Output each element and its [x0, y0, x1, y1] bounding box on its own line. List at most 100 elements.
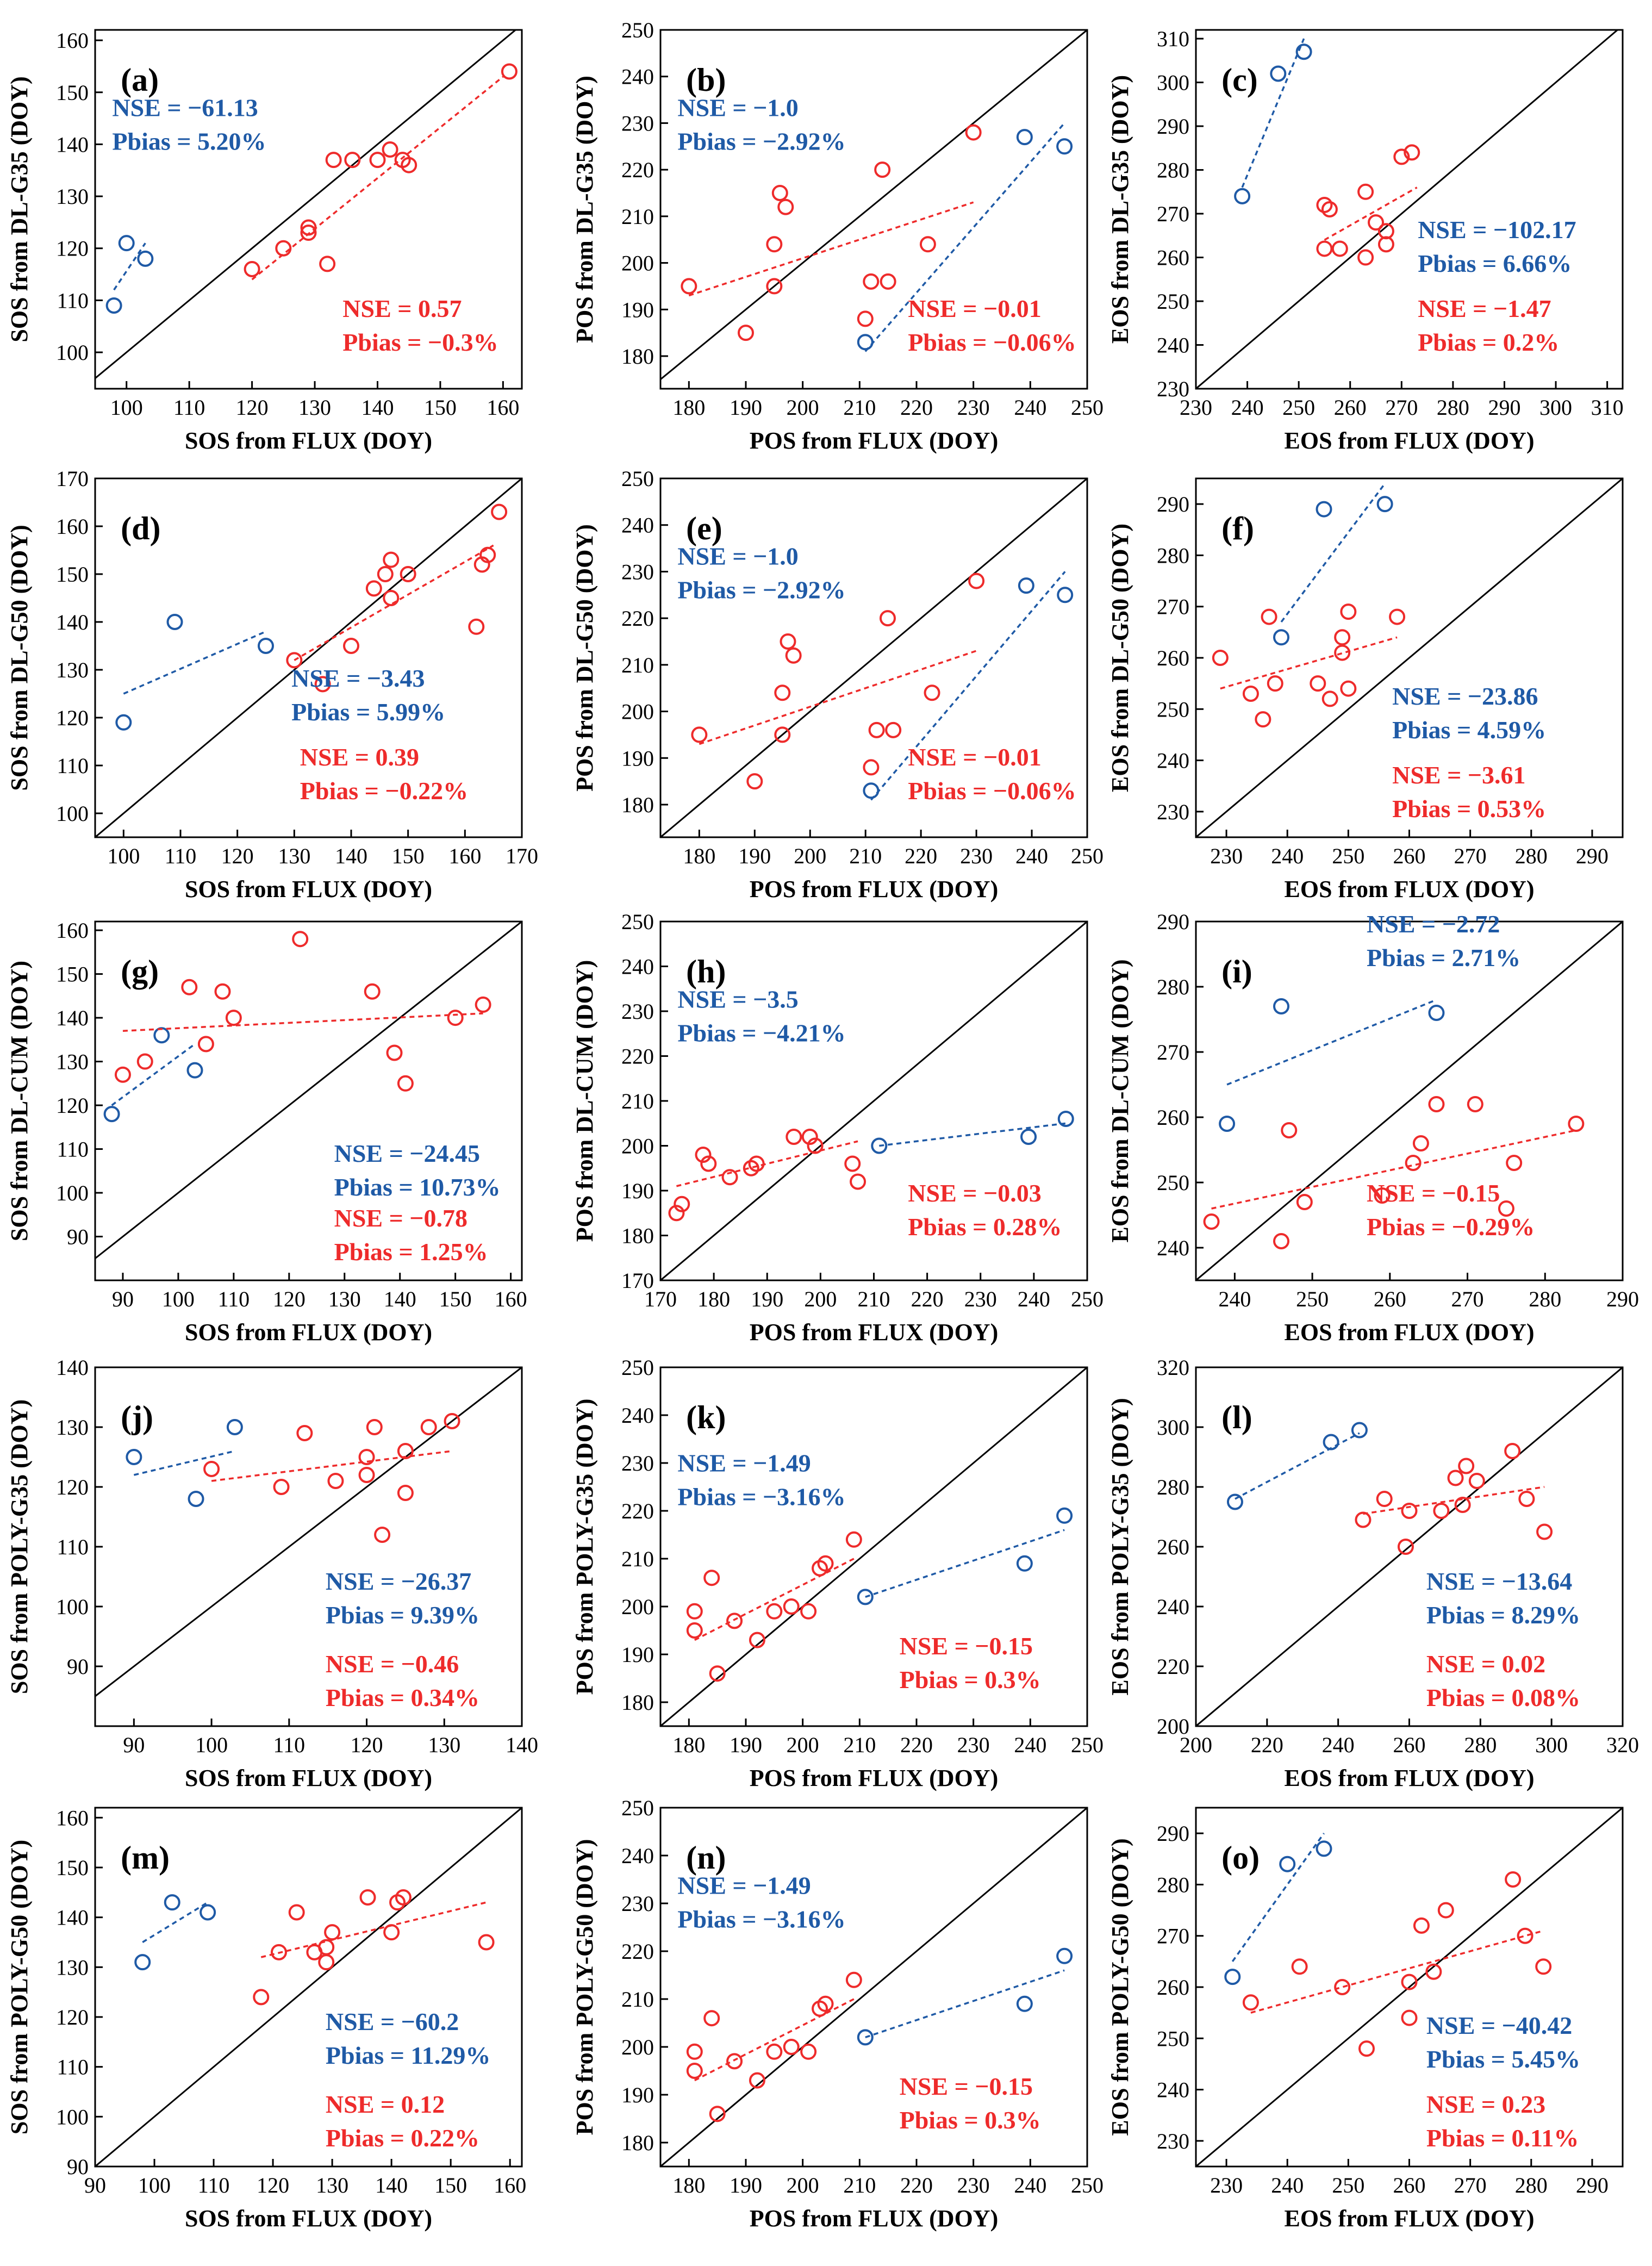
red-data-point — [244, 261, 260, 277]
scatter-panel: 100 110 120 130 140 150 160 170 100 110 120 130 140 1… — [6, 466, 538, 902]
blue-fit-line — [879, 1122, 1066, 1147]
y-tick-label: 240 — [1157, 333, 1189, 358]
x-tick-label: 310 — [1591, 395, 1624, 420]
blue-data-point — [258, 638, 274, 654]
y-tick-label: 190 — [621, 297, 654, 322]
red-nse-label: NSE = 0.02 — [1426, 1650, 1545, 1678]
red-data-point — [1393, 148, 1410, 165]
red-data-point — [766, 2043, 783, 2060]
y-tick-label: 200 — [621, 1134, 654, 1159]
x-tick-label: 140 — [335, 844, 367, 868]
red-fit-line — [1220, 636, 1398, 690]
red-data-point — [845, 1971, 862, 1988]
y-tick-label: 110 — [57, 2055, 89, 2080]
y-tick-label: 250 — [1157, 2026, 1189, 2051]
red-data-point — [691, 726, 708, 743]
x-tick-label: 230 — [1180, 395, 1212, 420]
red-data-point — [325, 152, 342, 169]
x-tick-label: 270 — [1454, 844, 1487, 868]
red-data-point — [369, 152, 386, 169]
red-data-point — [709, 2106, 726, 2122]
y-tick-label: 230 — [1157, 800, 1189, 824]
blue-data-point — [863, 782, 880, 799]
y-tick-label: 190 — [621, 1179, 654, 1203]
red-nse-label: NSE = −1.47 — [1418, 295, 1551, 322]
red-data-point — [214, 983, 231, 1000]
blue-fit-line — [123, 630, 266, 695]
y-tick-label: 130 — [56, 1050, 89, 1074]
red-data-point — [136, 1053, 153, 1070]
red-data-point — [327, 1473, 344, 1489]
scatter-panel: 230 240 250 260 270 280 290 230 240 250 260 270 280 2… — [1107, 1807, 1624, 2232]
x-tick-label: 140 — [384, 1287, 416, 1311]
blue-fit-line — [113, 242, 146, 291]
panel-label: (k) — [686, 1399, 726, 1435]
x-tick-label: 240 — [1014, 1733, 1046, 1757]
x-tick-label: 130 — [428, 1733, 460, 1757]
red-data-point — [1428, 1096, 1445, 1112]
red-data-point — [1506, 1155, 1523, 1171]
y-tick-label: 240 — [621, 513, 654, 538]
red-data-point — [1334, 644, 1351, 661]
red-data-point — [1273, 1233, 1289, 1249]
red-fit-line — [688, 201, 974, 297]
y-tick-label: 300 — [1157, 1415, 1189, 1440]
blue-data-point — [1295, 43, 1312, 60]
red-data-point — [726, 1613, 743, 1629]
red-data-point — [1498, 1200, 1514, 1217]
plot-frame — [94, 920, 523, 1281]
scatter-panel: 90 100 110 120 130 140 90 100 110 120 130 140 SOS fr… — [6, 1355, 538, 1791]
x-tick-label: 180 — [672, 1733, 705, 1757]
red-pbias-label: Pbias = −0.06% — [908, 777, 1076, 805]
blue-nse-label: NSE = −40.42 — [1426, 2012, 1572, 2039]
red-data-point — [863, 759, 880, 776]
red-fit-line — [260, 1901, 487, 1958]
y-tick-label: 150 — [56, 562, 89, 587]
x-tick-label: 220 — [905, 844, 937, 868]
blue-data-point — [1226, 1493, 1243, 1510]
red-data-point — [501, 63, 518, 80]
x-tick-label: 100 — [195, 1733, 228, 1757]
x-tick-label: 100 — [138, 2173, 171, 2197]
panel-label: (m) — [121, 1840, 170, 1876]
red-data-point — [766, 278, 783, 295]
y-tick-label: 110 — [57, 1535, 89, 1559]
y-tick-label: 210 — [621, 204, 654, 229]
red-data-point — [749, 1632, 765, 1648]
x-tick-label: 100 — [162, 1287, 195, 1311]
y-tick-label: 250 — [1157, 289, 1189, 314]
red-nse-label: NSE = −0.78 — [334, 1204, 467, 1232]
x-tick-label: 280 — [1529, 1287, 1561, 1311]
y-tick-label: 160 — [56, 514, 89, 539]
one-to-one-line — [95, 1808, 522, 2167]
y-tick-label: 160 — [56, 918, 89, 943]
x-tick-label: 220 — [911, 1287, 944, 1311]
x-tick-label: 190 — [738, 844, 771, 868]
blue-data-point — [857, 1589, 874, 1605]
scatter-panel: 170 180 190 200 210 220 230 240 250 170 180 190 200 2… — [571, 910, 1104, 1346]
x-tick-label: 280 — [1464, 1733, 1497, 1757]
blue-nse-label: NSE = −102.17 — [1418, 216, 1576, 244]
red-data-point — [801, 1129, 818, 1145]
red-fit-line — [1363, 1486, 1545, 1515]
x-tick-label: 150 — [392, 844, 425, 868]
red-data-point — [968, 572, 985, 589]
x-tick-label: 230 — [964, 1287, 997, 1311]
y-tick-label: 120 — [56, 1093, 89, 1118]
blue-data-point — [1234, 188, 1251, 204]
red-data-point — [1404, 144, 1420, 161]
y-tick-label: 120 — [56, 706, 89, 730]
y-tick-label: 280 — [1157, 1475, 1189, 1499]
red-data-point — [1504, 1443, 1521, 1459]
red-data-point — [774, 684, 791, 701]
blue-fit-line — [864, 122, 1065, 352]
blue-pbias-label: Pbias = 6.66% — [1418, 250, 1572, 277]
x-tick-label: 160 — [494, 2173, 526, 2197]
red-data-point — [703, 1570, 720, 1586]
red-data-point — [681, 278, 697, 295]
y-axis-title: EOS from POLY-G35 (DOY) — [1107, 1398, 1133, 1695]
red-data-point — [709, 1665, 726, 1682]
x-axis-title: SOS from FLUX (DOY) — [185, 427, 432, 454]
y-tick-label: 240 — [621, 65, 654, 89]
x-tick-label: 320 — [1606, 1733, 1639, 1757]
